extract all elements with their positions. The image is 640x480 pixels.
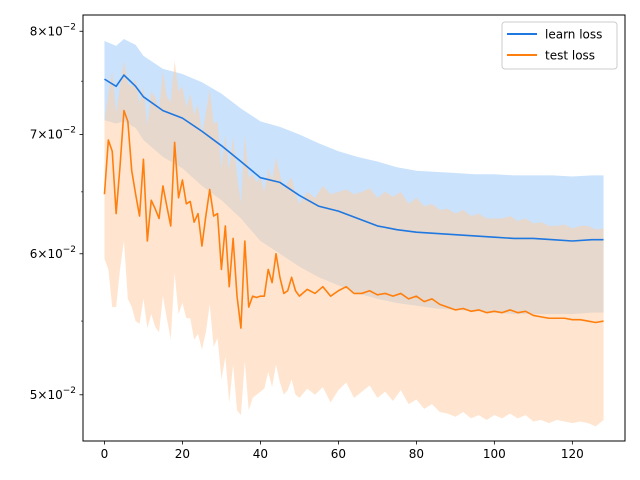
series-line-learn-loss <box>104 74 604 242</box>
confidence-bands <box>104 39 604 427</box>
x-axis: 0 20 40 60 80 100 120 <box>101 441 584 461</box>
y-tick-label: 8×10−2 <box>30 22 76 38</box>
y-tick-label: 5×10−2 <box>30 386 76 402</box>
x-tick-label: 20 <box>175 447 190 461</box>
x-tick-label: 40 <box>253 447 268 461</box>
series-lines <box>103 74 604 329</box>
y-tick-label: 6×10−2 <box>30 245 76 261</box>
series-line-test-loss <box>103 109 604 329</box>
y-tick-label: 7×10−2 <box>30 126 76 142</box>
plot-area-frame <box>82 14 626 442</box>
x-tick-label: 0 <box>101 447 109 461</box>
x-tick-label: 80 <box>409 447 424 461</box>
band-test-loss <box>104 60 604 427</box>
legend-label-test-loss: test loss <box>545 49 595 63</box>
x-tick-label: 100 <box>483 447 506 461</box>
legend-label-learn-loss: learn loss <box>545 28 602 42</box>
y-axis: 5×10−2 6×10−2 7×10−2 8×10−2 <box>30 22 83 402</box>
legend: learn loss test loss <box>501 21 618 70</box>
x-tick-label: 120 <box>561 447 584 461</box>
x-tick-label: 60 <box>331 447 346 461</box>
